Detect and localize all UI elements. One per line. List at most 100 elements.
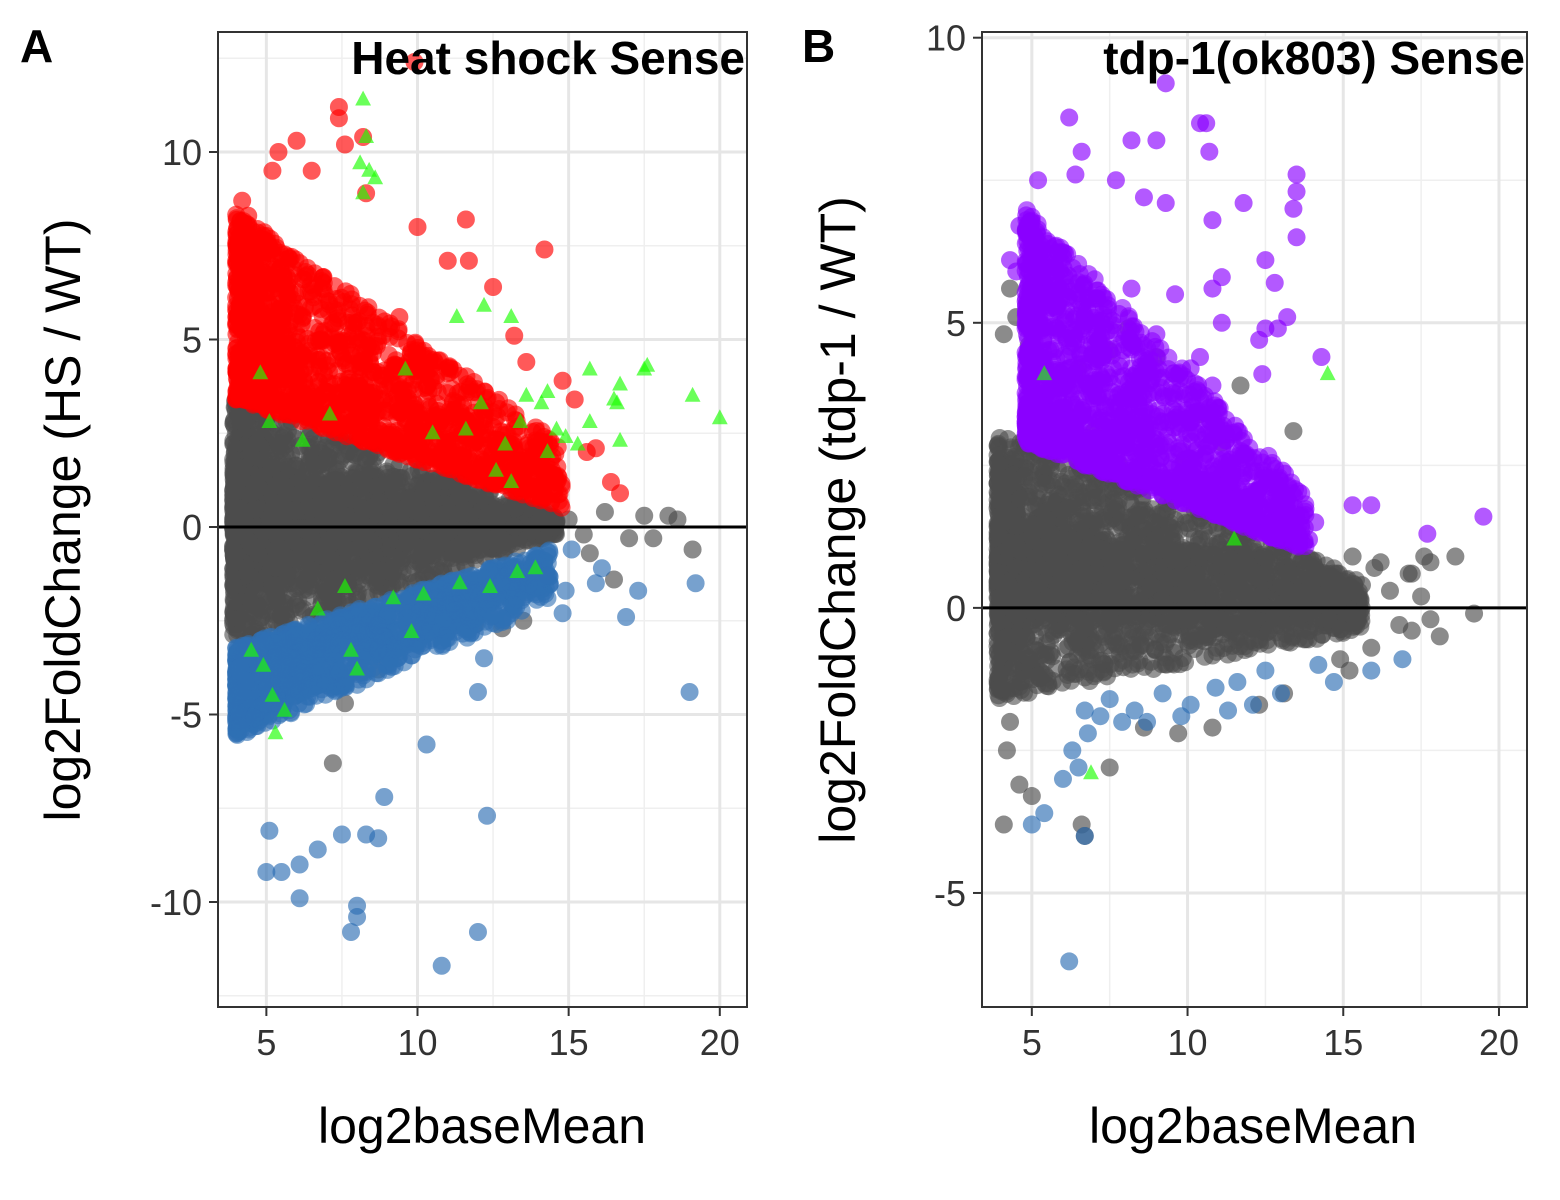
data-point: [294, 580, 313, 599]
data-point: [319, 302, 338, 321]
data-point: [300, 497, 319, 516]
data-point: [428, 401, 447, 420]
data-point: [459, 251, 478, 270]
data-point: [595, 503, 614, 521]
data-point: [323, 754, 342, 773]
data-point: [392, 427, 411, 446]
data-point: [408, 218, 427, 236]
data-point: [601, 473, 620, 491]
data-point: [465, 452, 484, 471]
data-point: [620, 529, 639, 548]
data-point: [299, 541, 318, 560]
data-point: [644, 529, 663, 548]
data-point: [237, 564, 256, 583]
data-point: [329, 109, 348, 128]
data-point: [435, 454, 454, 473]
data-point: [274, 559, 293, 578]
data-point: [224, 592, 243, 611]
data-point: [317, 496, 336, 515]
data-point: [360, 347, 379, 366]
data-point: [237, 345, 256, 364]
data-point: [263, 161, 282, 180]
data-point: [239, 304, 258, 323]
data-point: [375, 520, 394, 539]
data-point: [265, 493, 284, 512]
data-point: [368, 402, 387, 421]
data-point: [315, 578, 334, 597]
data-point: [586, 439, 605, 458]
data-point: [254, 450, 273, 469]
data-point: [343, 394, 362, 413]
data-point: [341, 300, 360, 319]
data-point: [330, 342, 349, 361]
data-point: [438, 251, 457, 270]
data-point: [287, 131, 306, 150]
data-point: [463, 383, 482, 402]
data-point: [230, 227, 249, 246]
data-point: [325, 375, 344, 394]
data-point: [411, 504, 430, 523]
data-point: [683, 540, 702, 559]
data-point: [416, 481, 435, 500]
data-point: [313, 454, 332, 473]
data-point: [438, 384, 457, 403]
data-point: [269, 143, 288, 161]
data-point: [580, 544, 599, 563]
data-point: [249, 544, 268, 563]
data-point: [297, 461, 316, 480]
data-point: [285, 299, 304, 318]
data-point: [267, 354, 286, 373]
data-point: [387, 549, 406, 568]
data-point: [353, 558, 372, 577]
panel-a-points: [224, 53, 728, 975]
data-point: [234, 612, 253, 631]
data-point: [438, 364, 457, 383]
data-point: [275, 245, 294, 264]
data-point: [424, 351, 443, 370]
data-point: [300, 334, 319, 353]
data-point: [385, 468, 404, 487]
data-point: [517, 353, 536, 371]
data-point: [250, 232, 269, 251]
data-point: [236, 527, 255, 546]
data-point: [477, 531, 496, 550]
data-point: [454, 500, 473, 519]
data-point: [224, 465, 243, 484]
data-point: [390, 308, 409, 326]
data-point: [353, 499, 372, 518]
data-point: [263, 579, 282, 598]
data-point: [316, 538, 335, 557]
data-point: [302, 161, 321, 180]
data-point: [224, 412, 243, 431]
data-point: [541, 494, 560, 513]
data-point: [269, 288, 288, 307]
data-point: [337, 540, 356, 559]
data-point: [260, 509, 279, 528]
data-point: [228, 380, 247, 399]
data-point: [305, 357, 324, 376]
data-point: [293, 270, 312, 289]
data-point: [398, 399, 417, 418]
data-point: [535, 240, 554, 259]
data-point: [406, 450, 425, 469]
data-point: [248, 433, 267, 452]
data-point: [335, 135, 354, 154]
data-point: [553, 371, 572, 390]
data-point: [484, 278, 503, 296]
data-point: [485, 474, 504, 493]
data-point: [407, 521, 426, 540]
data-point: [479, 508, 498, 527]
data-point: [389, 329, 408, 348]
data-point: [243, 322, 262, 341]
data-point: [505, 326, 524, 345]
data-point: [296, 379, 315, 398]
data-point: [249, 478, 268, 497]
data-point: [245, 264, 264, 283]
data-point: [371, 428, 390, 447]
data-point: [263, 393, 282, 412]
data-point: [565, 390, 584, 409]
data-point: [367, 477, 386, 496]
data-point: [635, 506, 654, 525]
